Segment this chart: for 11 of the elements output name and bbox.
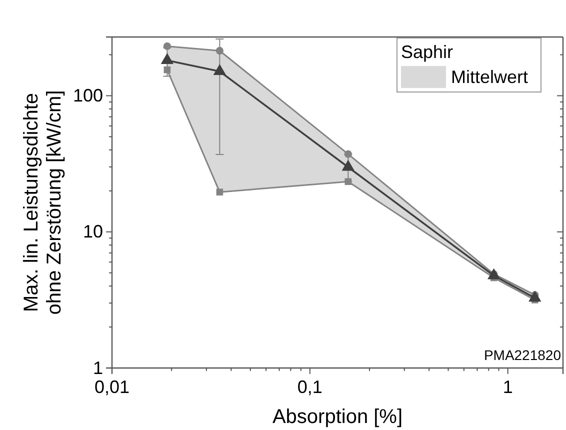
x-tick-label: 0,01 [94,377,130,398]
annotation: PMA221820 [484,347,562,363]
y-tick-label: 100 [72,85,103,106]
y-axis-title: Max. lin. Leistungsdichte ohne Zerstörung [kW/cm] [20,90,66,315]
x-axis-title: Absorption [%] [272,406,403,428]
x-tick-label: 1 [502,377,513,398]
x-tick-label: 0,1 [297,377,322,398]
y-tick-label: 1 [92,358,103,378]
legend-title: Saphir [401,42,454,62]
y-tick-label: 10 [82,222,103,242]
text: Mittelwert [451,67,528,87]
